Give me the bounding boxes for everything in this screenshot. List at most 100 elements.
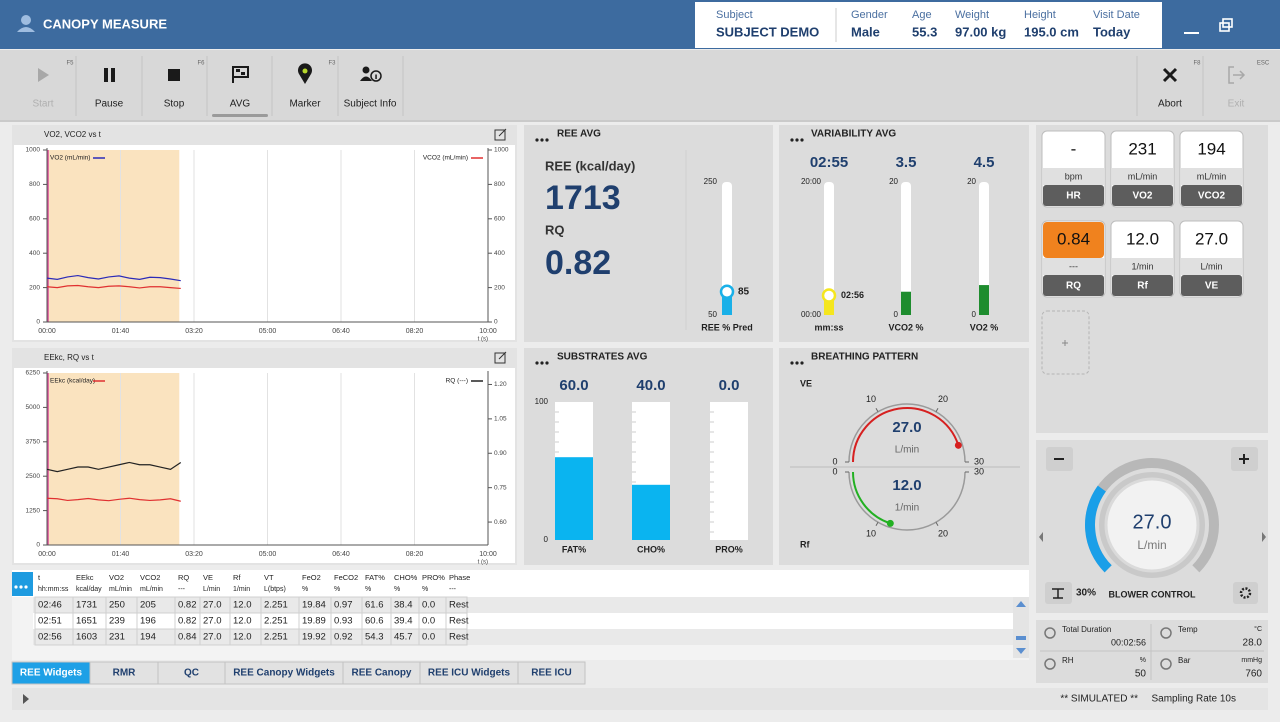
variability-value: 02:55 bbox=[810, 154, 848, 171]
env-icon bbox=[1160, 627, 1172, 639]
tile-unit: 1/min bbox=[1131, 261, 1153, 271]
tile-label-bg bbox=[1181, 185, 1242, 206]
table-cell-text: 2.251 bbox=[264, 600, 288, 611]
table-cell-text: 231 bbox=[109, 632, 125, 643]
field-label: Weight bbox=[955, 9, 989, 21]
tile-unit-bg bbox=[1043, 258, 1104, 275]
x-tick-label: 10:00 bbox=[479, 328, 497, 335]
y-tick-label: 1000 bbox=[26, 147, 41, 154]
table-cell-text: 02:51 bbox=[38, 616, 62, 627]
add-tile[interactable] bbox=[1041, 310, 1090, 375]
column-unit: hh:mm:ss bbox=[38, 586, 69, 593]
gauge-min: 0 bbox=[894, 310, 899, 319]
table-cell-text: 12.0 bbox=[233, 616, 252, 627]
tile-unit: bpm bbox=[1065, 171, 1083, 181]
y2-tick-label: 1.05 bbox=[494, 416, 507, 423]
gauge-unit: 1/min bbox=[895, 503, 919, 514]
env-value: 28.0 bbox=[1243, 638, 1263, 649]
tile-unit-bg bbox=[1112, 258, 1173, 275]
tab[interactable] bbox=[517, 661, 586, 685]
y-tick-label: 3750 bbox=[26, 439, 41, 446]
column-header: EEkc bbox=[76, 573, 94, 582]
table-row[interactable] bbox=[33, 613, 1013, 629]
gauge-unit: L/min bbox=[895, 445, 919, 456]
popout-button[interactable] bbox=[494, 129, 506, 141]
menu-dot bbox=[800, 138, 804, 142]
measurement-window bbox=[47, 150, 180, 322]
table-cell-text: 19.89 bbox=[302, 616, 326, 627]
shortcut-key: ESC bbox=[1257, 61, 1270, 67]
table-cell-text: 45.7 bbox=[394, 632, 413, 643]
table-cell-text: Rest bbox=[449, 600, 469, 611]
scroll-down[interactable] bbox=[1016, 648, 1026, 654]
field-value: 195.0 cm bbox=[1024, 24, 1079, 39]
blower-knob[interactable] bbox=[1104, 477, 1200, 573]
blower-percent: 30% bbox=[1076, 588, 1096, 599]
menu-dot bbox=[14, 585, 18, 589]
env-label: Bar bbox=[1178, 656, 1191, 665]
gauge-fill bbox=[901, 291, 911, 315]
substrate-label: PRO% bbox=[715, 544, 743, 554]
series-line bbox=[46, 284, 181, 290]
scrollbar bbox=[1013, 597, 1029, 658]
menu-dot bbox=[545, 361, 549, 365]
env-unit: mmHg bbox=[1241, 657, 1262, 664]
avg-indicator bbox=[212, 114, 268, 117]
x-tick-label: 05:00 bbox=[259, 328, 277, 335]
field-value: Male bbox=[851, 24, 880, 39]
table-cell-text: 0.93 bbox=[334, 616, 353, 627]
legend-label: VO2 (mL/min) bbox=[50, 155, 90, 162]
field-value: SUBJECT DEMO bbox=[716, 24, 819, 39]
env-value: 50 bbox=[1135, 669, 1147, 680]
exit-icon bbox=[1228, 66, 1246, 84]
y-tick-label: 200 bbox=[29, 284, 40, 291]
gauge-tick-label: 20 bbox=[938, 529, 948, 539]
field-label: Visit Date bbox=[1093, 9, 1140, 21]
column-unit: % bbox=[365, 586, 371, 593]
table-row[interactable] bbox=[33, 597, 1013, 613]
menu-dot bbox=[545, 138, 549, 142]
table-cell-text: 12.0 bbox=[233, 632, 252, 643]
gauge-value-arc bbox=[852, 407, 960, 463]
column-header: FAT% bbox=[365, 573, 385, 582]
substrate-bar bbox=[632, 484, 670, 540]
gauge-label: VCO2 % bbox=[888, 322, 923, 332]
pause-icon bbox=[104, 68, 108, 82]
abort-icon bbox=[1162, 67, 1178, 83]
field-value: Today bbox=[1093, 24, 1131, 39]
status-expand[interactable] bbox=[23, 694, 29, 704]
table-cell-text: 0.84 bbox=[178, 632, 197, 643]
stop-icon bbox=[168, 69, 180, 81]
pause-icon bbox=[111, 68, 115, 82]
popout-button[interactable] bbox=[494, 352, 506, 364]
table-row[interactable] bbox=[33, 629, 1013, 645]
tile-unit: --- bbox=[1069, 261, 1078, 271]
settings-icon bbox=[1239, 587, 1252, 599]
ree-value: 1713 bbox=[545, 179, 621, 217]
tile-value-bg bbox=[1043, 132, 1104, 168]
menu-dot bbox=[540, 138, 544, 142]
y-tick-label: 400 bbox=[29, 250, 40, 257]
info-icon bbox=[370, 70, 382, 82]
table-menu-button[interactable] bbox=[12, 572, 33, 596]
gauge-min: 0 bbox=[972, 310, 977, 319]
tile-label: Rf bbox=[1137, 281, 1148, 292]
tile-value: 27.0 bbox=[1195, 229, 1228, 248]
menu-dot bbox=[19, 585, 23, 589]
scroll-up[interactable] bbox=[1016, 601, 1026, 607]
table-cell-text: 27.0 bbox=[203, 632, 222, 643]
marker-icon bbox=[298, 63, 312, 84]
table-cell-text: 27.0 bbox=[203, 600, 222, 611]
env-value: 760 bbox=[1245, 669, 1262, 680]
toolbar bbox=[0, 50, 1280, 122]
gauge-value-arc bbox=[852, 471, 891, 525]
button-label: Subject Info bbox=[344, 99, 397, 110]
status-text: Sampling Rate 10s bbox=[1152, 694, 1237, 705]
table-cell-text: 205 bbox=[140, 600, 156, 611]
y-tick-label: 2500 bbox=[26, 473, 41, 480]
chart-title: EEkc, RQ vs t bbox=[44, 353, 95, 362]
x-tick-label: 00:00 bbox=[38, 328, 56, 335]
scale-min: 0 bbox=[544, 535, 549, 544]
y-tick-label: 6250 bbox=[26, 370, 41, 377]
settings-button[interactable] bbox=[1233, 582, 1258, 604]
